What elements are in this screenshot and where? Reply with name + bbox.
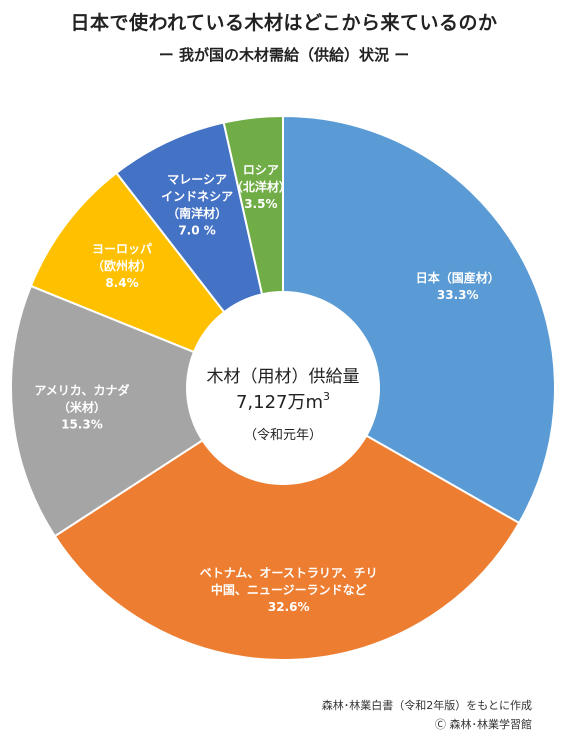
slice-name-5: ロシア [243,163,279,177]
slice-value-0: 33.3% [437,288,479,302]
slice-value-1: 32.6% [268,600,310,614]
source-note: 森林･林業白書（令和2年版）をもとに作成 [321,699,532,712]
pie-slice-2 [10,284,286,538]
slice-name-5: （北洋材） [231,179,291,194]
center-label-title: 木材（用材）供給量 [207,367,360,387]
slice-name-2: アメリカ、カナダ [34,382,129,397]
slice-label-2: アメリカ、カナダ （米材） 15.3% [34,382,129,431]
donut-hole [186,291,380,485]
slice-name-3: ヨーロッパ [92,242,152,256]
slice-label-5: ロシア （北洋材） 3.5% [231,163,291,211]
chart-subtitle: ー 我が国の木材需給（供給）状況 ー [158,46,410,64]
slice-name-2: （米材） [58,399,106,414]
slice-name-1: ベトナム、オーストラリア、チリ [200,566,378,580]
slice-name-0: 日本（国産材） [416,270,500,285]
slice-name-3: （欧州材） [92,258,152,273]
copyright-note: Ⓒ 森林･林業学習館 [435,718,532,731]
slice-value-3: 8.4% [105,276,138,290]
slice-label-4: マレーシアインドネシア （南洋材） 7.0 % [161,173,233,238]
center-label-year: （令和元年） [244,428,322,443]
slice-label-3: ヨーロッパ （欧州材） 8.4% [92,242,152,290]
slice-label-0: 日本（国産材） 33.3% [416,270,500,302]
slice-value-2: 15.3% [61,417,103,431]
center-label-volume: 7,127万m3 [236,390,330,413]
slice-value-5: 3.5% [244,197,277,211]
pie-slice-1 [53,386,521,661]
slice-name-4: （南洋材） [167,206,227,221]
slice-name-1: 中国、ニュージーランドなど [211,582,367,597]
slice-label-1: ベトナム、オーストラリア、チリ中国、ニュージーランドなど 32.6% [200,566,378,614]
chart-title: 日本で使われている木材はどこから来ているのか [70,12,498,34]
slice-name-4: インドネシア [161,190,233,204]
slice-name-4: マレーシア [167,173,227,187]
slice-value-4: 7.0 % [178,224,215,238]
